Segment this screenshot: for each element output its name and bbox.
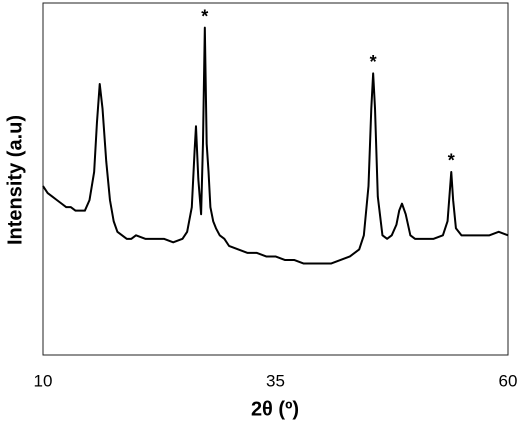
x-tick-label: 35 (266, 371, 285, 390)
x-axis-label: 2θ (º) (251, 398, 299, 420)
xrd-line (42, 26, 509, 265)
peak-annotation: * (201, 6, 208, 26)
peak-annotation: * (370, 52, 377, 72)
plot-frame (42, 2, 509, 356)
y-axis-label: Intensity (a.u) (4, 115, 26, 245)
x-tick-label: 10 (34, 371, 53, 390)
peak-annotation: * (448, 151, 455, 171)
x-tick-label: 60 (499, 371, 518, 390)
